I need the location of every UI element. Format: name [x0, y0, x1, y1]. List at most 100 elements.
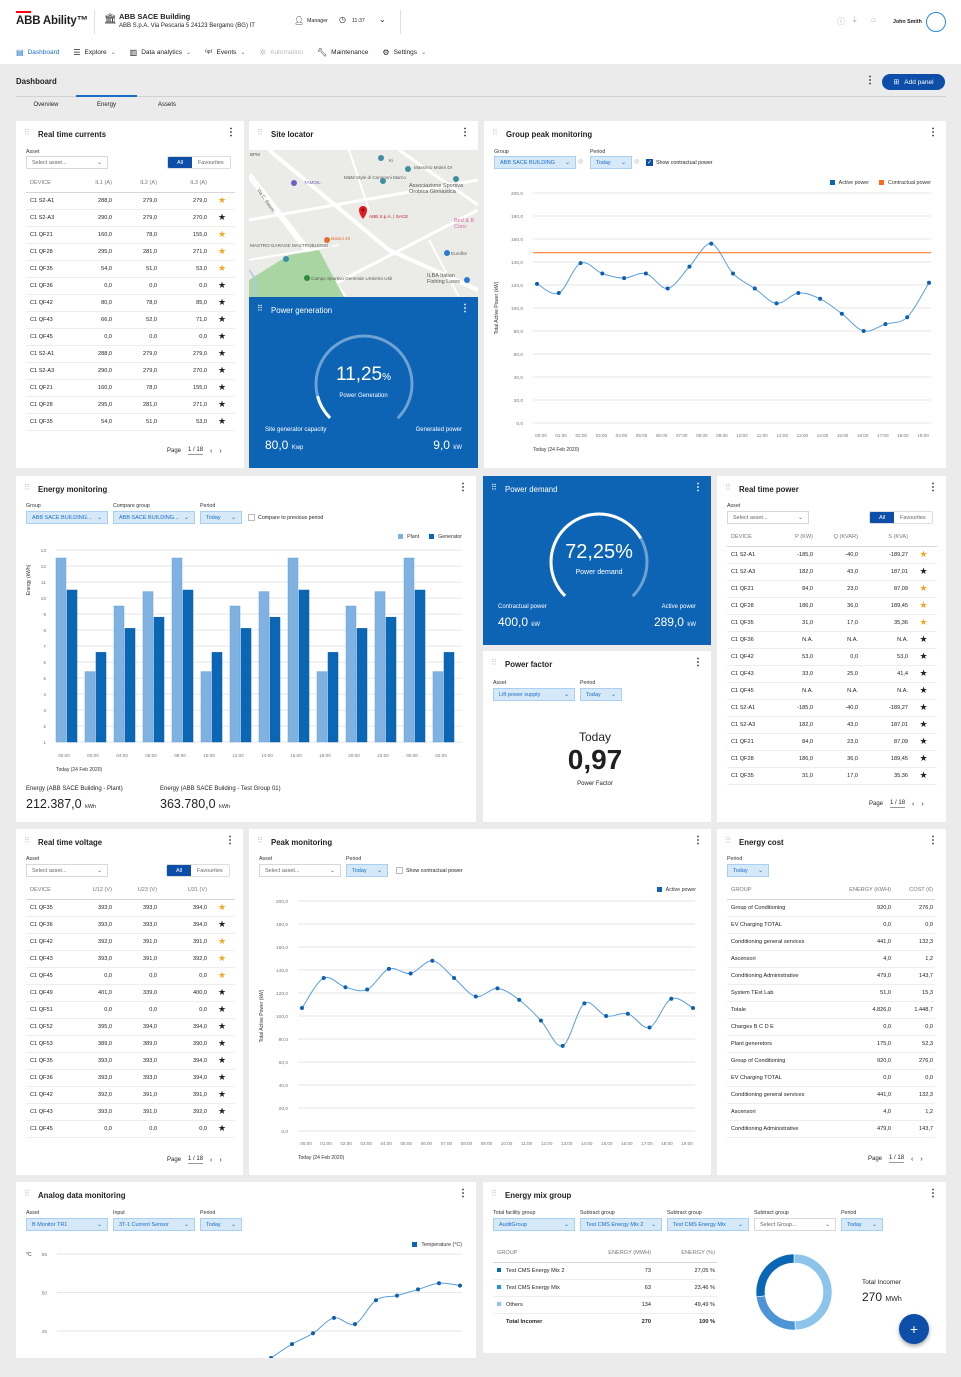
bar-plant[interactable] [200, 671, 212, 743]
bar-generator[interactable] [211, 652, 223, 743]
donut-slice-test-cms-energy-mix-2[interactable] [755, 1253, 795, 1298]
data-point[interactable] [332, 1315, 336, 1320]
bar-generator[interactable] [124, 628, 136, 743]
app-logo[interactable]: ABB Ability™ [16, 15, 88, 27]
filter-select[interactable]: Test CMS Energy Mix 2 ⌄ [580, 1218, 662, 1231]
data-point[interactable] [535, 281, 539, 286]
star-outline-icon[interactable]: ★ [209, 1103, 235, 1121]
filter-favourites[interactable]: Favourites [900, 514, 926, 521]
nav-item-automation[interactable]: ✲ Automation [259, 48, 303, 57]
input-select[interactable]: 3T-1 Current Sensor ⌄ [113, 1218, 195, 1231]
column-header[interactable]: ENERGY (MWH) [603, 1245, 653, 1263]
table-row[interactable]: C1 QF36 393,0 393,0 394,0 ★ [26, 1069, 235, 1087]
panel-menu-icon[interactable]: ⋮ [928, 482, 938, 493]
table-row[interactable]: C1 QF35 31,0 17,0 35,36 ★ [727, 767, 937, 785]
table-row[interactable]: C1 QF35 393,0 393,0 394,0 ★ [26, 1052, 235, 1070]
table-row[interactable]: C1 QF43 66,0 52,0 71,0 ★ [26, 311, 235, 329]
data-point[interactable] [665, 286, 670, 291]
table-row[interactable]: C1 S2-A1 288,0 279,0 279,0 ★ [26, 345, 235, 363]
donut-slice-others[interactable] [793, 1253, 833, 1331]
table-row[interactable]: C1 S2-A3 182,0 43,0 187,01 ★ [727, 716, 937, 734]
star-outline-icon[interactable]: ★ [209, 209, 235, 227]
star-outline-icon[interactable]: ★ [910, 767, 937, 785]
building-switch-icon[interactable]: ⌂ [871, 15, 876, 24]
table-row[interactable]: C1 QF42 392,0 391,0 391,0 ★ [26, 933, 235, 951]
asset-select[interactable]: Select asset... ⌄ [259, 864, 341, 877]
page-value[interactable]: 1 / 18 [188, 1156, 204, 1164]
column-header[interactable]: ENERGY (%) [653, 1245, 717, 1263]
nav-item-data-analytics[interactable]: ▥ Data analytics ⌄ [130, 48, 191, 57]
data-point[interactable] [709, 241, 714, 246]
star-outline-icon[interactable]: ★ [209, 362, 235, 380]
compare-group-select[interactable]: ABB SACE BUILDING... ⌄ [113, 511, 195, 524]
star-outline-icon[interactable]: ★ [910, 699, 937, 717]
data-point[interactable] [752, 286, 757, 291]
star-outline-icon[interactable]: ★ [209, 1018, 235, 1036]
bar-plant[interactable] [287, 557, 299, 743]
checkbox-icon[interactable] [396, 867, 403, 874]
data-point[interactable] [452, 976, 457, 981]
star-filled-icon[interactable]: ★ [910, 614, 937, 632]
tab-assets[interactable]: Assets [157, 102, 176, 108]
drag-handle-icon[interactable]: ⠿ [24, 128, 30, 137]
filter-select[interactable]: AuditGroup ⌄ [493, 1218, 575, 1231]
bar-plant[interactable] [258, 591, 270, 743]
data-point[interactable] [625, 1011, 630, 1016]
group-select[interactable]: ABB SACE BUILDING... ⌄ [26, 511, 108, 524]
filter-favourites[interactable]: Favourites [198, 159, 224, 166]
add-panel-button[interactable]: ⊞ Add panel [882, 74, 945, 90]
drag-handle-icon[interactable]: ⠿ [24, 483, 30, 492]
data-point[interactable] [269, 1355, 273, 1358]
data-point[interactable] [556, 291, 561, 296]
star-outline-icon[interactable]: ★ [209, 328, 235, 346]
tab-overview[interactable]: Overview [33, 102, 59, 108]
data-point[interactable] [774, 301, 779, 306]
filter-all[interactable]: All [870, 512, 894, 523]
donut-slice-test-cms-energy-mix[interactable] [755, 1295, 796, 1331]
bar-generator[interactable] [414, 589, 426, 743]
filter-select[interactable]: Select Group... ⌄ [754, 1218, 836, 1231]
column-header[interactable]: IL2 (A) [114, 175, 159, 193]
data-point[interactable] [321, 976, 326, 981]
star-outline-icon[interactable]: ★ [910, 682, 937, 700]
nav-item-explore[interactable]: ☰ Explore ⌄ [73, 48, 115, 57]
table-row[interactable]: Ascensori 4,0 1,2 [727, 1103, 935, 1121]
bar-generator[interactable] [443, 652, 455, 743]
star-outline-icon[interactable]: ★ [209, 984, 235, 1002]
asset-select[interactable]: Select asset... ⌄ [26, 864, 108, 877]
download-icon[interactable]: ⤓ [853, 15, 857, 24]
star-filled-icon[interactable]: ★ [209, 950, 235, 968]
column-header[interactable]: IL1 (A) [74, 175, 114, 193]
data-point[interactable] [669, 996, 674, 1001]
table-row[interactable]: C1 QF28 295,0 281,0 271,0 ★ [26, 243, 235, 261]
data-point[interactable] [517, 997, 522, 1002]
column-header[interactable]: U31 (V) [159, 882, 209, 900]
star-filled-icon[interactable]: ★ [910, 580, 937, 598]
panel-menu-icon[interactable]: ⋮ [928, 127, 938, 138]
page-kebab-icon[interactable]: ⋮ [865, 75, 875, 86]
drag-handle-icon[interactable]: ⠿ [257, 128, 263, 137]
star-outline-icon[interactable]: ★ [910, 648, 937, 666]
data-point[interactable] [691, 1005, 695, 1010]
compare-previous-checkbox[interactable]: Compare to previous period [248, 514, 323, 521]
bar-plant[interactable] [171, 557, 183, 743]
panel-menu-icon[interactable]: ⋮ [693, 835, 703, 846]
chevron-down-icon[interactable]: ⌄ [379, 15, 386, 24]
column-header[interactable]: U23 (V) [114, 882, 159, 900]
user-name[interactable]: John Smith [893, 19, 922, 25]
checkbox-icon[interactable] [248, 514, 255, 521]
prev-page-icon[interactable]: ‹ [210, 447, 213, 455]
bar-plant[interactable] [345, 605, 357, 743]
star-filled-icon[interactable]: ★ [209, 226, 235, 244]
star-outline-icon[interactable]: ★ [910, 750, 937, 768]
table-row[interactable]: C1 QF36 N.A. N.A. N.A. ★ [727, 631, 937, 649]
star-outline-icon[interactable]: ★ [209, 1001, 235, 1019]
next-page-icon[interactable]: › [921, 800, 924, 808]
table-row[interactable]: C1 QF45 N.A. N.A. N.A. ★ [727, 682, 937, 700]
table-row[interactable]: C1 QF28 295,0 281,0 271,0 ★ [26, 396, 235, 414]
bar-plant[interactable] [403, 557, 415, 743]
drag-handle-icon[interactable]: ⠿ [491, 658, 497, 667]
table-row[interactable]: C1 S2-A1 -185,0 -40,0 -189,27 ★ [727, 546, 937, 564]
star-filled-icon[interactable]: ★ [209, 192, 235, 210]
data-point[interactable] [311, 1331, 315, 1336]
